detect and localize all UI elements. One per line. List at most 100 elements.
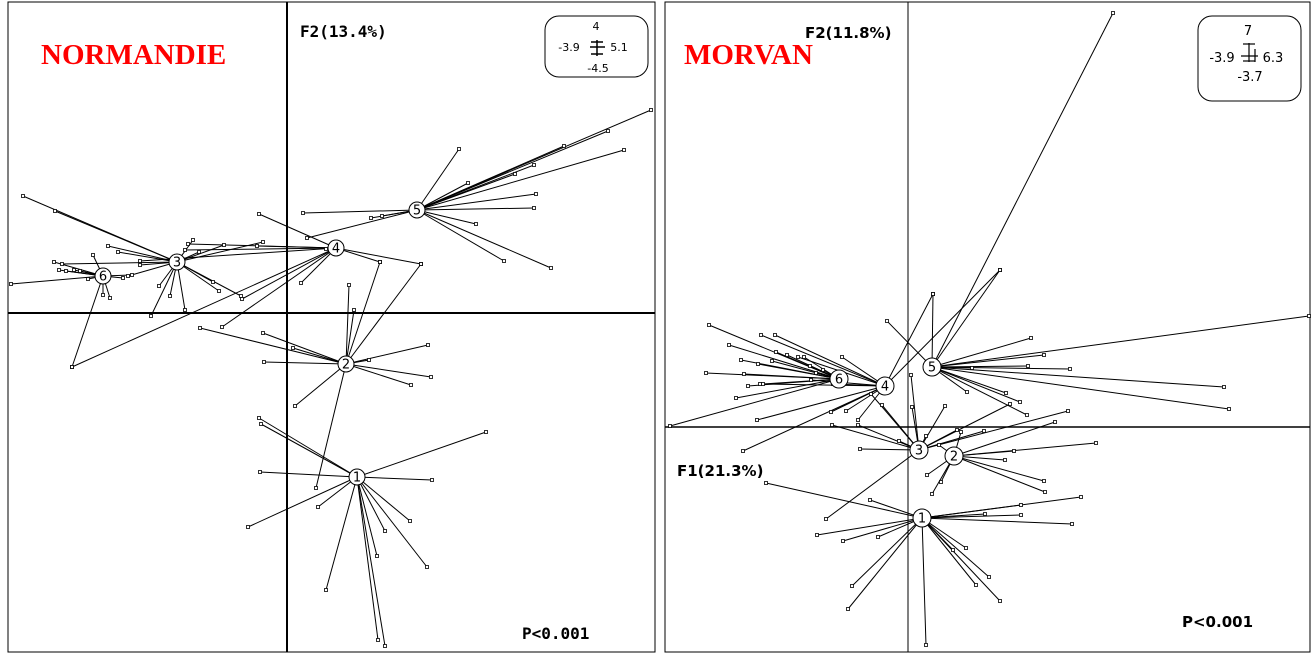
spider-lines [669,12,1310,646]
data-point-group-2 [937,443,941,447]
spider-line-group-1 [921,496,1082,519]
spider-line-group-3 [54,210,178,263]
data-point-group-1 [841,539,845,543]
data-point-group-6 [808,364,812,368]
data-point-group-5 [1068,367,1072,371]
spider-line-group-2 [345,263,422,365]
centroid-marker [168,253,186,271]
data-point-group-4 [378,260,382,264]
spider-line-group-4 [187,243,337,249]
data-point-group-1 [484,430,488,434]
spider-line-group-1 [356,476,378,557]
spider-line-group-1 [258,417,358,478]
spider-line-group-4 [884,293,934,387]
data-point-group-3 [239,294,243,298]
spider-line-group-4 [756,385,886,421]
data-point-group-5 [301,211,305,215]
centroid-group-2: 2 [337,355,355,373]
spider-line-group-2 [292,347,347,365]
spider-line-group-2 [345,284,350,365]
data-point-group-3 [982,429,986,433]
data-point-group-1 [924,643,928,647]
data-point-group-3 [910,405,914,409]
data-point-group-1 [846,607,850,611]
spider-line-group-2 [953,455,1045,482]
spider-line-group-4 [830,385,886,413]
data-point-group-2 [261,331,265,335]
spider-line-group-5 [416,109,652,211]
centroid-marker [909,440,929,460]
spider-line-group-1 [921,517,927,646]
spider-line-group-1 [356,431,487,478]
data-point-group-3 [924,434,928,438]
group-centroids: 1 2 3 4 5 6 [829,357,964,528]
data-point-group-1 [1019,513,1023,517]
spider-line-group-6 [762,378,840,385]
data-point-group-1 [850,584,854,588]
spider-line-group-3 [910,374,920,451]
data-point-group-6 [739,358,743,362]
data-point-group-1 [987,575,991,579]
y-axis-label: F2(13.4%) [300,22,387,41]
data-point-group-1 [430,478,434,482]
data-point-group-6 [774,350,778,354]
spider-line-group-3 [176,261,242,297]
spider-line-group-3 [918,403,1011,451]
spider-line-group-2 [345,344,429,365]
spider-line-group-5 [416,149,625,211]
centroid-label: 1 [918,512,926,527]
data-point-group-5 [562,144,566,148]
spider-line-group-5 [306,209,418,239]
data-point-group-2 [1042,479,1046,483]
centroid-marker [922,357,942,377]
data-point-group-5 [970,366,974,370]
data-point-group-1 [408,519,412,523]
spider-line-group-5 [931,366,1028,416]
group-centroids: 1 2 3 4 5 6 [94,201,426,486]
data-point-group-5 [534,192,538,196]
panel-morvan: 1 2 3 4 5 6 MORVAN F2(11.8%) F1(21.3%) P<0.00… [664,1,1311,653]
spider-line-group-1 [356,476,386,532]
spider-line-group-6 [728,344,840,380]
spider-line-group-1 [816,517,923,536]
spider-line-group-2 [345,261,381,365]
centroid-group-3: 3 [909,440,929,460]
data-point-group-4 [257,212,261,216]
data-point-group-6 [9,282,13,286]
data-point-group-1 [316,505,320,509]
spider-line-group-2 [953,442,1097,457]
spider-line-group-4 [258,213,337,249]
x-axis-label: F1(21.3%) [677,462,763,480]
centroid-group-5: 5 [408,201,426,219]
data-point-group-6 [756,362,760,366]
spider-line-group-5 [931,269,1001,368]
spider-line-group-5 [931,366,1230,410]
spider-lines [10,109,652,647]
data-point-group-4 [856,418,860,422]
centroid-label: 1 [353,471,361,486]
data-point-group-6 [770,359,774,363]
spider-line-group-1 [247,476,358,528]
data-point-group-5 [1029,336,1033,340]
spider-line-group-2 [263,361,347,365]
spider-line-group-5 [416,182,469,211]
scale-box-frame [544,15,649,78]
data-point-group-6 [130,273,134,277]
data-point-group-1 [258,470,262,474]
panel-frame [7,1,656,653]
data-point-group-3 [824,517,828,521]
centroid-label: 5 [928,361,936,376]
data-point-group-5 [1004,391,1008,395]
data-point-group-6 [727,343,731,347]
data-point-group-4 [796,355,800,359]
centroid-label: 4 [332,242,340,257]
scale-cross-icon [590,40,605,56]
data-point-group-2 [959,430,963,434]
data-point-group-1 [246,525,250,529]
panel-normandie: 1 2 3 4 5 6 NORMANDIE F2(13.4%) P<0.001 4 -3.… [7,1,656,653]
data-point-group-2 [939,480,943,484]
spider-line-group-3 [831,424,920,451]
data-point-group-5 [474,222,478,226]
data-point-group-5 [649,108,653,112]
